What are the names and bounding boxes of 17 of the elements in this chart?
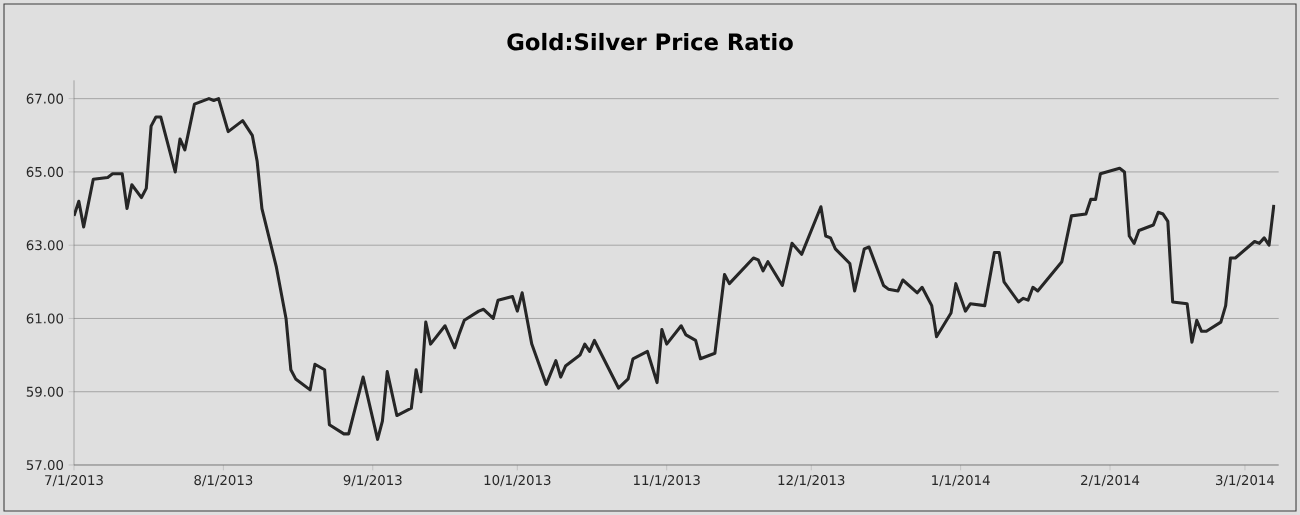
x-tick-label: 1/1/2014: [932, 475, 990, 487]
chart-title: Gold:Silver Price Ratio: [507, 32, 793, 51]
x-tick-label: 12/1/2013: [778, 475, 845, 487]
x-tick-label: 7/1/2013: [45, 475, 103, 487]
y-tick-label: 59.00: [26, 386, 64, 397]
y-tick-label: 61.00: [26, 313, 64, 324]
x-tick-label: 9/1/2013: [343, 475, 402, 487]
x-tick-label: 3/1/2014: [1216, 475, 1275, 487]
y-tick-label: 67.00: [26, 93, 64, 104]
x-tick-label: 2/1/2014: [1081, 475, 1140, 487]
line-series: [74, 97, 1276, 441]
y-tick-label: 57.00: [26, 459, 64, 471]
y-tick-label: 63.00: [26, 240, 64, 251]
x-tick-label: 10/1/2013: [484, 475, 551, 487]
y-tick-label: 65.00: [26, 166, 64, 177]
x-tick-label: 11/1/2013: [633, 475, 700, 487]
x-tick-label: 8/1/2013: [194, 475, 253, 487]
